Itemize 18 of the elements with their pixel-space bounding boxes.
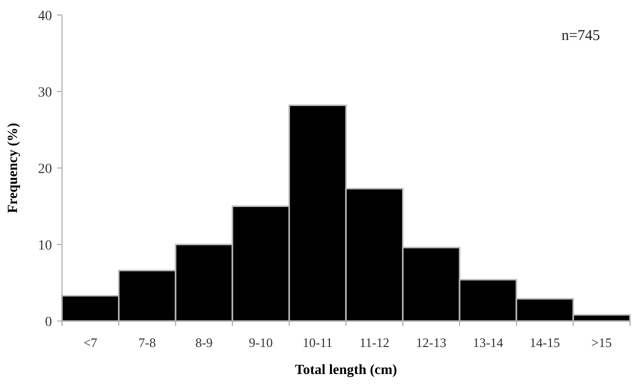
y-tick-label: 20 [38, 162, 52, 177]
x-tick-label: 7-8 [138, 335, 156, 350]
x-tick-label: 13-14 [472, 335, 504, 350]
y-axis-title: Frequency (%) [6, 122, 21, 214]
y-tick-label: 40 [38, 8, 52, 24]
annotation: n=745 [562, 28, 600, 44]
x-tick-label: >15 [591, 335, 612, 350]
x-tick-label: <7 [83, 335, 98, 350]
y-tick-label: 30 [38, 85, 52, 100]
x-tick-label: 10-11 [302, 335, 333, 350]
y-tick-label: 10 [38, 238, 52, 254]
x-axis-title: Total length (cm) [294, 363, 398, 378]
x-tick-label: 11-12 [359, 335, 390, 350]
x-tick-label: 8-9 [195, 335, 213, 350]
y-tick-label: 0 [45, 314, 52, 330]
x-tick-label: 9-10 [248, 335, 273, 350]
x-tick-label: 12-13 [416, 335, 446, 350]
x-tick-label: 14-15 [530, 335, 560, 350]
